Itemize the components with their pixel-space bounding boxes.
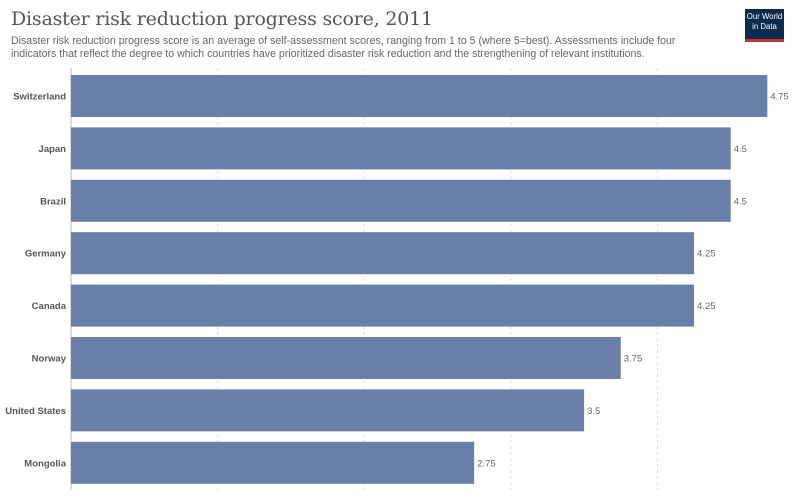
- bars: [71, 75, 768, 484]
- bar-united-states[interactable]: [71, 389, 585, 432]
- value-label: 4.25: [697, 301, 716, 312]
- category-label: Brazil: [40, 196, 66, 207]
- value-label: 4.25: [697, 249, 716, 260]
- value-label: 4.5: [734, 196, 747, 207]
- bar-japan[interactable]: [71, 127, 731, 170]
- category-label: Mongolia: [24, 458, 66, 469]
- bar-mongolia[interactable]: [71, 441, 475, 484]
- value-label: 2.75: [477, 458, 496, 469]
- owid-logo[interactable]: Our World in Data: [745, 9, 784, 42]
- value-label: 4.5: [734, 144, 747, 155]
- value-label: 4.75: [770, 92, 789, 103]
- bar-germany[interactable]: [71, 232, 695, 275]
- labels: Switzerland 4.75 Japan 4.5 Brazil 4.5 Germany 4…: [5, 92, 789, 470]
- chart-subtitle: Disaster risk reduction progress score i…: [11, 35, 676, 60]
- bar-norway[interactable]: [71, 337, 621, 379]
- category-label: United States: [5, 406, 66, 417]
- category-label: Canada: [32, 301, 67, 312]
- bar-canada[interactable]: [71, 284, 695, 327]
- category-label: Norway: [32, 354, 67, 365]
- bar-switzerland[interactable]: [71, 75, 768, 117]
- chart-title: Disaster risk reduction progress score, …: [11, 8, 433, 30]
- category-label: Japan: [39, 144, 67, 155]
- logo-text-line2: in Data: [752, 21, 777, 31]
- value-label: 3.75: [624, 354, 643, 365]
- logo-text-line1: Our World: [746, 12, 783, 21]
- bar-brazil[interactable]: [71, 179, 731, 222]
- category-label: Switzerland: [13, 92, 66, 103]
- category-label: Germany: [25, 249, 67, 260]
- value-label: 3.5: [587, 406, 600, 417]
